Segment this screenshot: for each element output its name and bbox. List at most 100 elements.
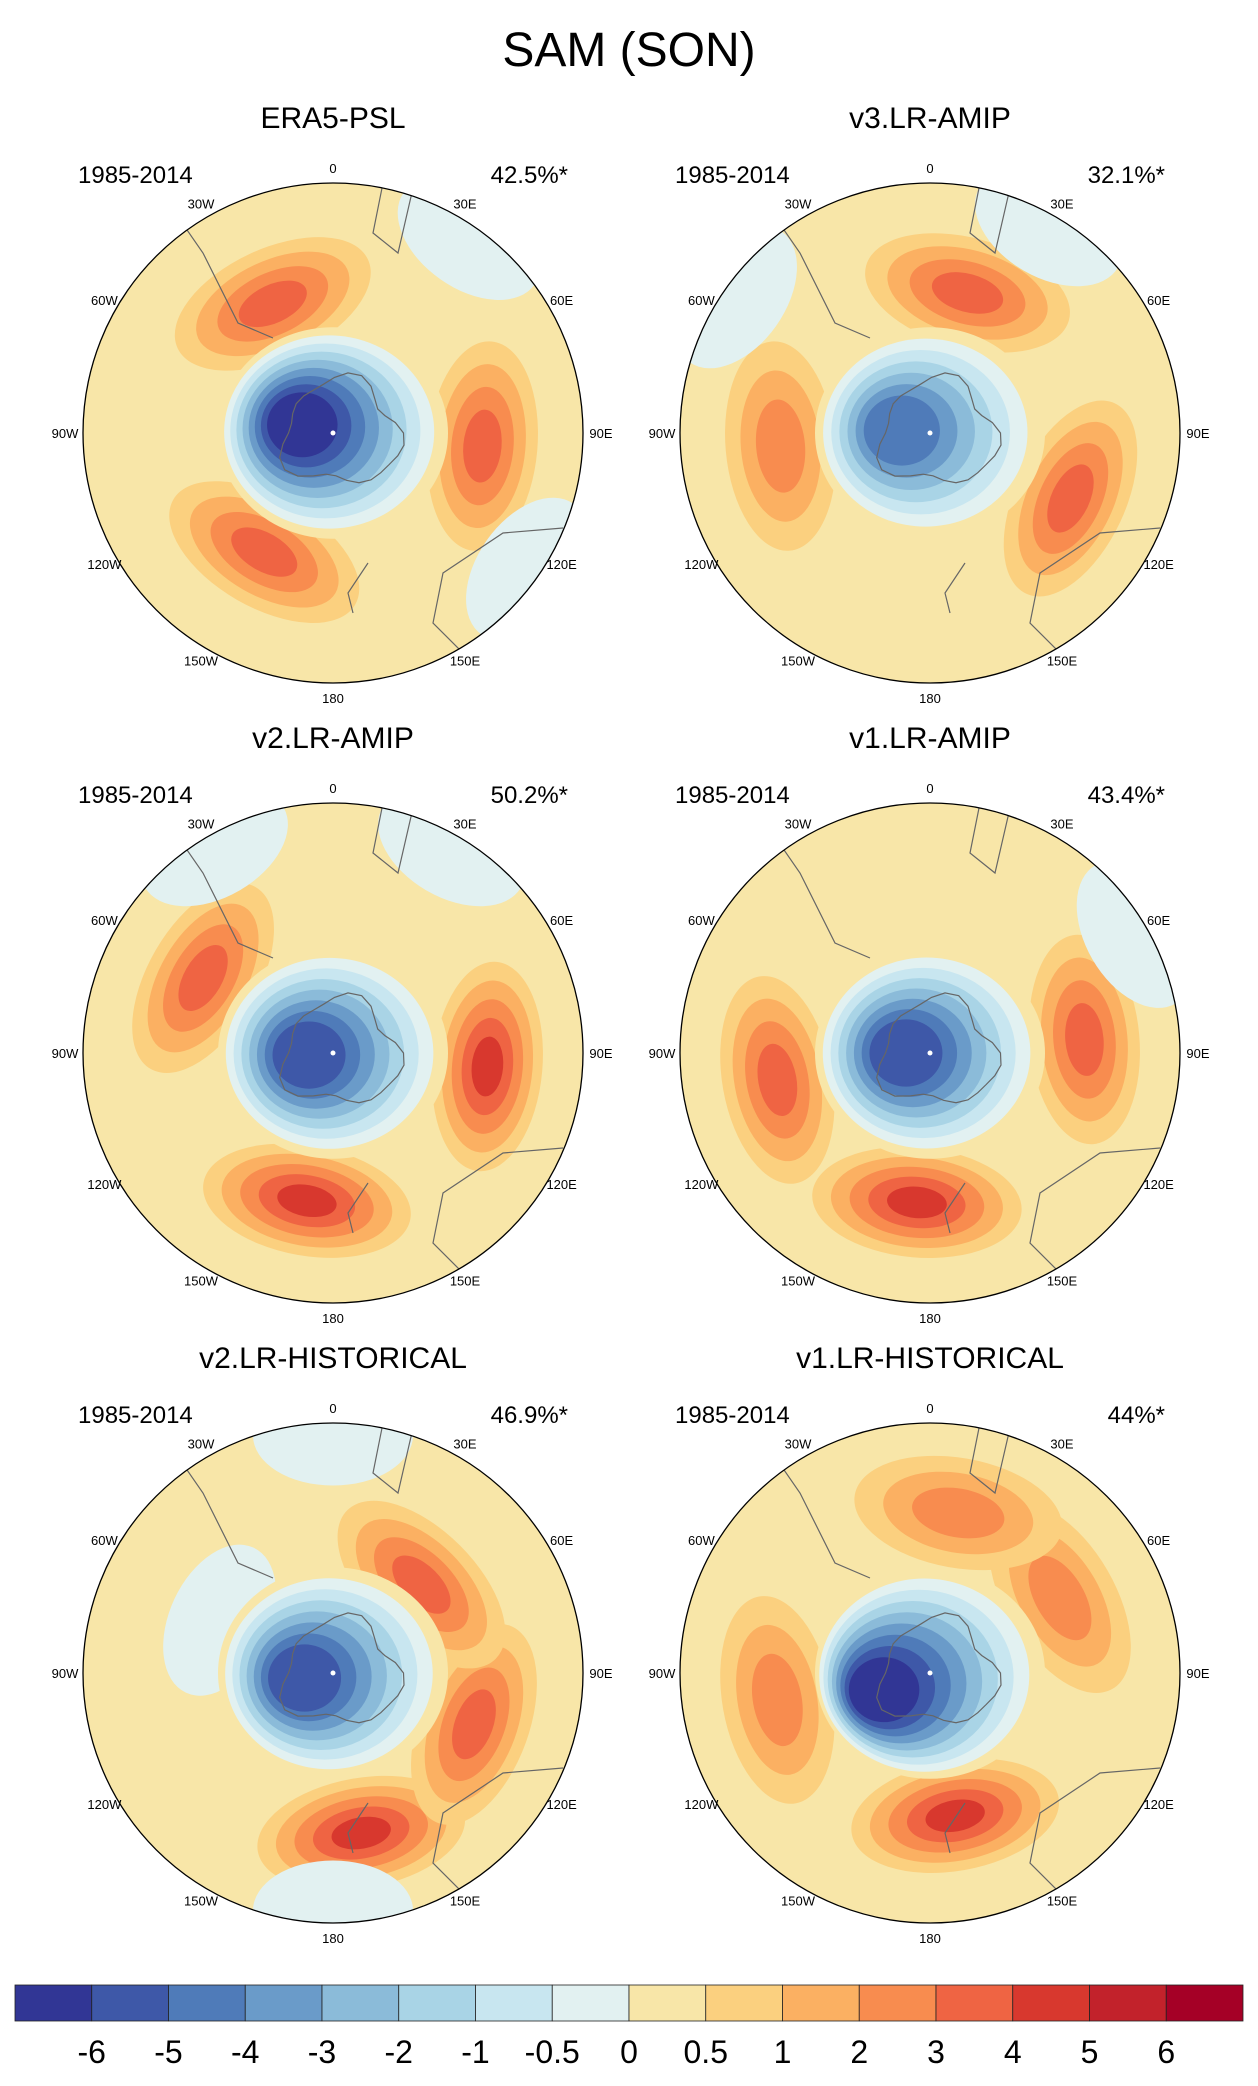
panel-variance: 42.5%*	[491, 162, 568, 189]
longitude-label: 30W	[785, 1436, 812, 1451]
colorbar-swatch	[705, 1984, 783, 2022]
colorbar-swatch	[935, 1984, 1014, 2022]
contour-field	[83, 803, 583, 1303]
longitude-label: 90E	[589, 1046, 612, 1061]
longitude-label: 180	[322, 1931, 344, 1946]
colorbar-swatch	[858, 1984, 937, 2022]
map-panel: 0 30E 60E 90E 120E 150E 180 150W 120W 90W 60W 30W v2…	[52, 1342, 613, 1946]
map-border	[82, 802, 584, 1304]
longitude-label: 60E	[1147, 293, 1170, 308]
longitude-label: 30W	[188, 196, 215, 211]
longitude-label: 30W	[188, 1436, 215, 1451]
longitude-label: 150E	[1047, 1274, 1078, 1289]
colorbar-tick-label: 1	[774, 2034, 792, 2070]
contour-patch	[392, 1555, 451, 1614]
contour-patch	[912, 1487, 1005, 1539]
longitude-label: 30W	[785, 196, 812, 211]
colorbar-swatch	[398, 1984, 476, 2022]
contour-patch	[869, 1019, 943, 1087]
colorbar-tick-label: 4	[1004, 2034, 1022, 2070]
panel-title: v2.LR-AMIP	[252, 722, 414, 755]
longitude-label: 150E	[450, 654, 481, 669]
colorbar-tick-label: 5	[1081, 2034, 1099, 2070]
colorbar-tick-label: 3	[927, 2034, 945, 2070]
colorbar-swatch	[168, 1984, 246, 2022]
colorbar-swatch	[14, 1984, 93, 2022]
south-pole-marker	[927, 430, 933, 436]
colorbar-swatch	[244, 1984, 323, 2022]
contour-field	[680, 183, 1180, 683]
longitude-label: 120E	[546, 557, 577, 572]
longitude-label: 30W	[785, 816, 812, 831]
longitude-label: 60W	[688, 1533, 715, 1548]
longitude-label: 30E	[1050, 816, 1073, 831]
panel-period: 1985-2014	[78, 782, 193, 809]
contour-patch	[272, 1021, 346, 1089]
longitude-label: 60E	[550, 913, 573, 928]
contour-patch	[463, 409, 502, 483]
panel-variance: 46.9%*	[491, 1402, 568, 1429]
panel-variance: 43.4%*	[1088, 782, 1165, 809]
australia-coastline	[1029, 527, 1161, 674]
map-panel: 0 30E 60E 90E 120E 150E 180 150W 120W 90W 60W 30W v2…	[52, 722, 613, 1326]
longitude-label: 60E	[1147, 913, 1170, 928]
longitude-label: 0	[329, 781, 336, 796]
map-panel: 0 30E 60E 90E 120E 150E 180 150W 120W 90W 60W 30W v3…	[649, 102, 1210, 706]
colorbar-tick-label: -1	[461, 2034, 489, 2070]
map-border	[679, 1422, 1181, 1924]
longitude-label: 150W	[184, 1894, 219, 1909]
contour-patch	[331, 1816, 391, 1850]
longitude-label: 90E	[589, 426, 612, 441]
map-border	[679, 182, 1181, 684]
panel-variance: 32.1%*	[1088, 162, 1165, 189]
longitude-label: 30E	[453, 816, 476, 831]
longitude-label: 120W	[87, 1177, 122, 1192]
contour-field	[83, 1423, 583, 1923]
map-border	[679, 802, 1181, 1304]
longitude-label: 0	[926, 161, 933, 176]
panel-period: 1985-2014	[78, 1402, 193, 1429]
contour-patch	[887, 1186, 947, 1219]
longitude-label: 60W	[688, 293, 715, 308]
longitude-label: 90E	[1186, 426, 1209, 441]
longitude-label: 30E	[453, 196, 476, 211]
longitude-label: 90W	[649, 426, 676, 441]
south-pole-marker	[330, 430, 336, 436]
australia-coastline	[432, 1147, 564, 1294]
longitude-label: 0	[926, 781, 933, 796]
longitude-label: 150W	[781, 1894, 816, 1909]
longitude-label: 150W	[184, 1274, 219, 1289]
longitude-label: 120E	[1143, 1177, 1174, 1192]
longitude-label: 120E	[546, 1797, 577, 1812]
contour-patch	[238, 280, 307, 328]
panel-period: 1985-2014	[675, 1402, 790, 1429]
longitude-label: 90W	[52, 1046, 79, 1061]
contour-patch	[253, 1423, 413, 1486]
south-pole-marker	[330, 1050, 336, 1056]
contour-patch	[1047, 464, 1094, 533]
panel-period: 1985-2014	[675, 782, 790, 809]
panel-variance: 44%*	[1108, 1402, 1165, 1429]
longitude-label: 60E	[550, 1533, 573, 1548]
contour-patch	[1065, 1003, 1104, 1076]
colorbar-tick-label: 0.5	[684, 2034, 728, 2070]
colorbar-tick-label: 6	[1157, 2034, 1175, 2070]
south-pole-marker	[927, 1050, 933, 1056]
panels: 0 30E 60E 90E 120E 150E 180 150W 120W 90W 60W 30W ER…	[52, 102, 1210, 1946]
colorbar-tick-label: 0	[620, 2034, 638, 2070]
contour-field	[680, 803, 1180, 1303]
new-zealand-coastline	[347, 1182, 369, 1234]
longitude-label: 120W	[684, 1797, 719, 1812]
contour-patch	[863, 395, 940, 466]
longitude-label: 120W	[87, 557, 122, 572]
panel-title: v1.LR-HISTORICAL	[796, 1342, 1064, 1375]
africa-coastline	[372, 183, 414, 255]
longitude-label: 150W	[781, 654, 816, 669]
longitude-label: 60W	[688, 913, 715, 928]
africa-coastline	[969, 1423, 1011, 1495]
antarctica-coastline	[279, 372, 405, 484]
colorbar-tick-label: 2	[850, 2034, 868, 2070]
panel-period: 1985-2014	[675, 162, 790, 189]
longitude-label: 150E	[1047, 1894, 1078, 1909]
longitude-label: 90W	[52, 426, 79, 441]
